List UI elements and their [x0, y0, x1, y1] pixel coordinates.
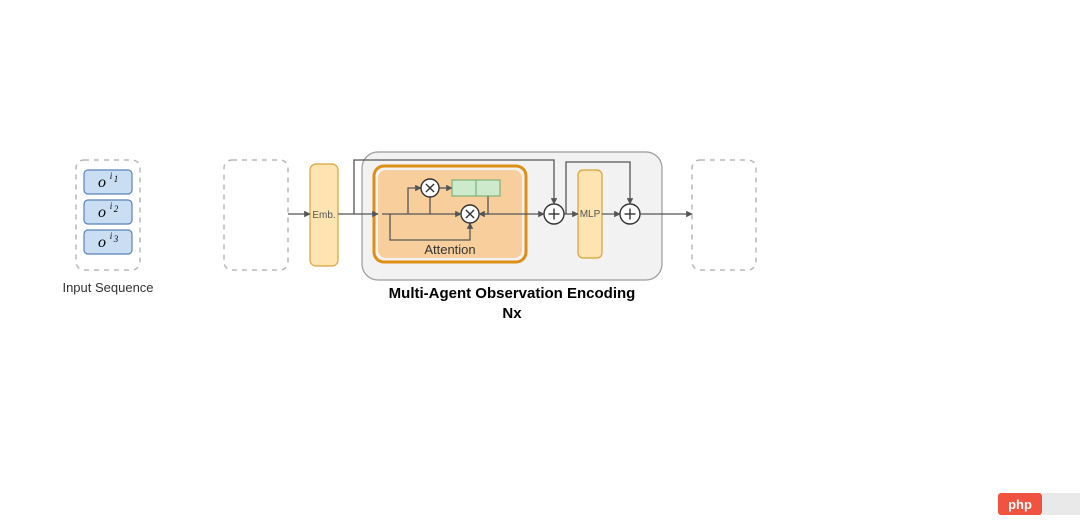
placeholder-left: [224, 160, 288, 270]
attn-softmax-cell-2: [476, 180, 500, 196]
input-token-2: [84, 200, 132, 224]
input-token-3: [84, 230, 132, 254]
attn-mult-2: [461, 205, 479, 223]
embedding-label: Emb.: [312, 210, 335, 221]
input-sequence-label: Input Sequence: [62, 280, 153, 295]
diagram-canvas: oi1oi2oi3Input SequenceEmb.AttentionMLPM…: [0, 0, 1080, 528]
encoder-label: Multi-Agent Observation Encoding: [389, 285, 636, 302]
svg-text:1: 1: [114, 174, 119, 184]
residual-add-1: [544, 204, 564, 224]
residual-add-2: [620, 204, 640, 224]
attn-softmax-cell-1: [452, 180, 476, 196]
svg-text:3: 3: [113, 234, 119, 244]
attention-label: Attention: [424, 242, 475, 257]
badge-trail: [1042, 493, 1080, 515]
svg-text:2: 2: [114, 204, 119, 214]
svg-text:o: o: [98, 174, 106, 191]
svg-text:o: o: [98, 234, 106, 251]
attn-mult-1: [421, 179, 439, 197]
encoder-nx-label: Nx: [502, 305, 522, 322]
svg-text:o: o: [98, 204, 106, 221]
mlp-label: MLP: [580, 209, 601, 220]
php-badge-text: php: [1008, 497, 1032, 512]
placeholder-right: [692, 160, 756, 270]
input-token-1: [84, 170, 132, 194]
